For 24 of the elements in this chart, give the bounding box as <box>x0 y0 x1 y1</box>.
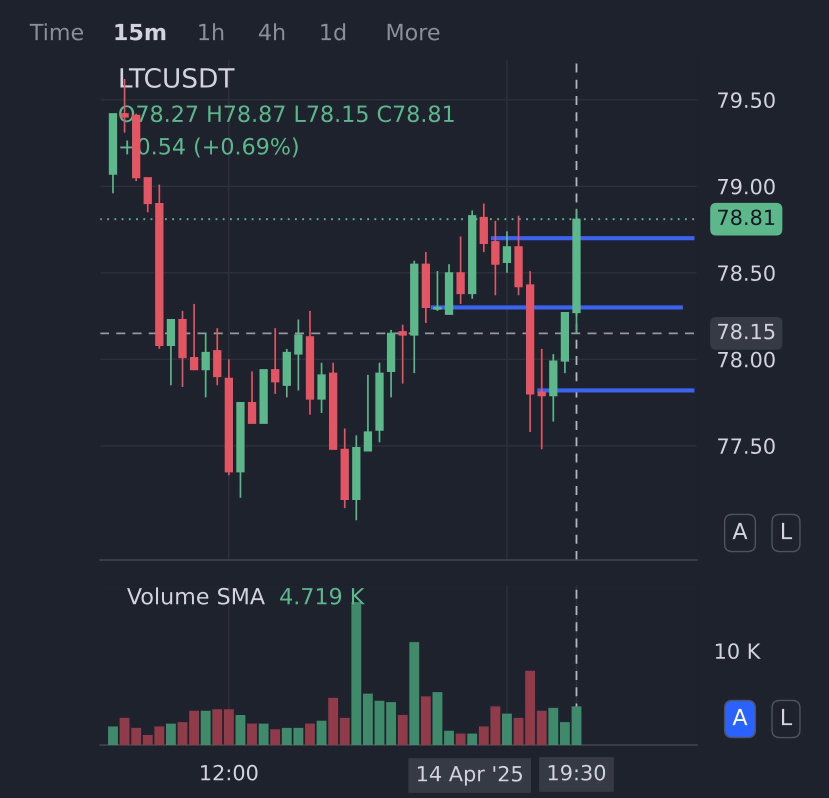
y-tick-label: 77.50 <box>718 438 775 454</box>
text: L <box>782 708 792 726</box>
y-tick-label: 79.00 <box>718 178 775 195</box>
y-tick-label: 78.00 <box>718 352 775 368</box>
y-tick-label: 78.50 <box>718 265 775 282</box>
text: A <box>732 522 748 540</box>
y-tick-label: 79.50 <box>718 92 775 108</box>
chart-subtitle: 4.719 K <box>280 588 365 605</box>
chart-title: LTCUSDT <box>120 68 235 88</box>
text: 15m <box>115 24 166 40</box>
text: 1h <box>199 23 224 40</box>
chart-title: Volume SMA <box>127 587 265 605</box>
ref-line-label: 78.15 <box>718 324 774 340</box>
text: 1d <box>321 23 346 40</box>
text: Time <box>30 23 84 40</box>
text: More <box>388 24 440 40</box>
x-tick-label: 12:00 <box>201 764 258 781</box>
text: 10 K <box>716 643 761 660</box>
text: L <box>782 522 792 540</box>
text: 4h <box>258 23 284 40</box>
x-tick-label: 19:30 <box>548 764 606 781</box>
text: 14 Apr '25 <box>418 766 522 786</box>
ref-line-label: 78.81 <box>718 209 774 226</box>
text: A <box>732 708 748 726</box>
